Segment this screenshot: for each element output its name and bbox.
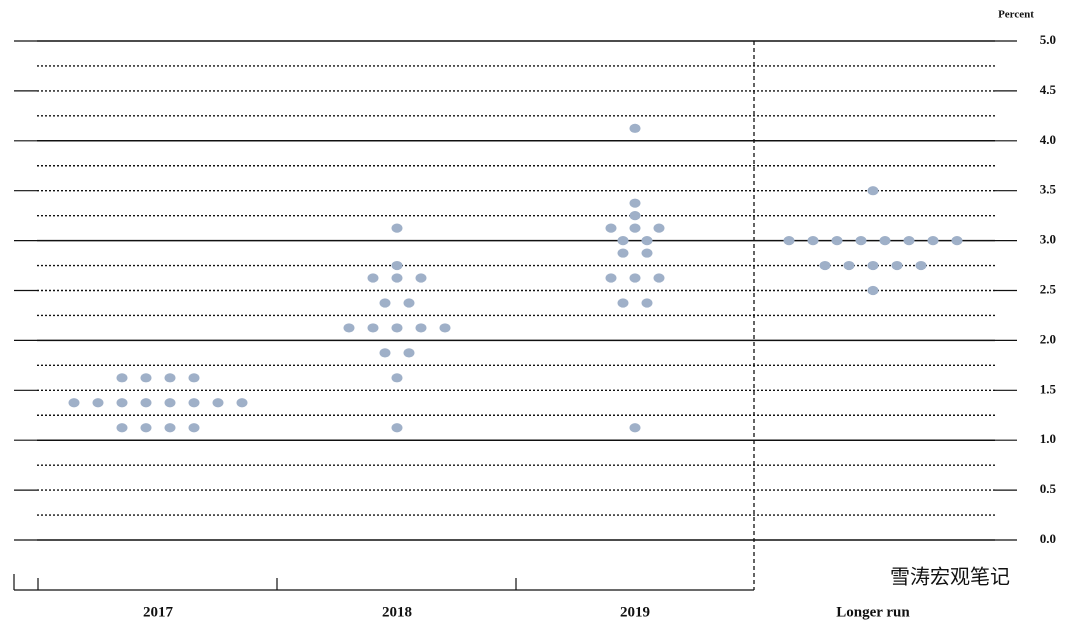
x-tick-label: Longer run <box>836 604 910 620</box>
dot <box>403 348 415 358</box>
x-tick-label: 2018 <box>382 604 412 620</box>
dot <box>140 373 152 383</box>
y-tick-label: 1.5 <box>1040 381 1057 396</box>
dot <box>188 398 200 408</box>
y-axis-label: Percent <box>998 9 1034 21</box>
dot <box>605 223 617 233</box>
dot <box>867 260 879 271</box>
y-tick-label: 4.0 <box>1040 132 1056 147</box>
dot <box>379 348 391 358</box>
y-tick-label: 0.5 <box>1040 481 1057 496</box>
dot <box>212 398 224 408</box>
dot <box>439 323 451 333</box>
dot <box>391 373 403 383</box>
dot <box>367 273 379 283</box>
dot <box>92 398 104 408</box>
dot <box>617 236 629 246</box>
dot <box>391 273 403 283</box>
dot <box>891 260 903 271</box>
y-tick-label: 2.5 <box>1040 281 1057 296</box>
dot <box>855 236 867 246</box>
dot <box>641 248 653 258</box>
dot <box>641 236 653 246</box>
dot <box>915 260 927 271</box>
dot <box>879 236 891 246</box>
dot <box>236 398 248 408</box>
dot <box>843 260 855 271</box>
dot <box>391 423 403 433</box>
dot <box>653 223 665 233</box>
dot <box>379 298 391 308</box>
dot <box>391 223 403 233</box>
dot <box>367 323 379 333</box>
dot <box>188 423 200 433</box>
dot <box>415 273 427 283</box>
y-tick-label: 1.0 <box>1040 431 1056 446</box>
dot <box>641 298 653 308</box>
dot <box>164 373 176 383</box>
dot <box>629 123 641 133</box>
dot <box>653 273 665 283</box>
y-tick-label: 0.0 <box>1040 531 1056 546</box>
dot <box>188 373 200 383</box>
y-tick-label: 5.0 <box>1040 32 1056 47</box>
dot <box>617 248 629 258</box>
dot <box>867 186 879 196</box>
dot <box>783 236 795 246</box>
dot <box>629 423 641 433</box>
dot <box>951 236 963 246</box>
dot <box>164 423 176 433</box>
dot <box>116 423 128 433</box>
y-tick-label: 4.5 <box>1040 82 1057 97</box>
dot <box>140 423 152 433</box>
dot <box>116 398 128 408</box>
dot <box>164 398 176 408</box>
dot <box>343 323 355 333</box>
dot <box>391 260 403 271</box>
dot <box>831 236 843 246</box>
dot <box>629 211 641 221</box>
dot <box>68 398 80 408</box>
dot <box>819 260 831 271</box>
dot <box>927 236 939 246</box>
dot <box>867 285 879 296</box>
dot <box>116 373 128 383</box>
dot <box>391 323 403 333</box>
watermark: 雪涛宏观笔记 <box>890 565 1010 589</box>
dot <box>903 236 915 246</box>
y-tick-label: 3.5 <box>1040 182 1057 197</box>
x-tick-label: 2019 <box>620 604 650 620</box>
dot <box>617 298 629 308</box>
dot <box>415 323 427 333</box>
dot <box>140 398 152 408</box>
dot <box>629 223 641 233</box>
dot <box>605 273 617 283</box>
x-tick-label: 2017 <box>143 604 174 620</box>
y-tick-label: 2.0 <box>1040 331 1056 346</box>
dot <box>403 298 415 308</box>
dot <box>807 236 819 246</box>
y-tick-label: 3.0 <box>1040 232 1056 247</box>
dot <box>629 273 641 283</box>
dot <box>629 198 641 208</box>
